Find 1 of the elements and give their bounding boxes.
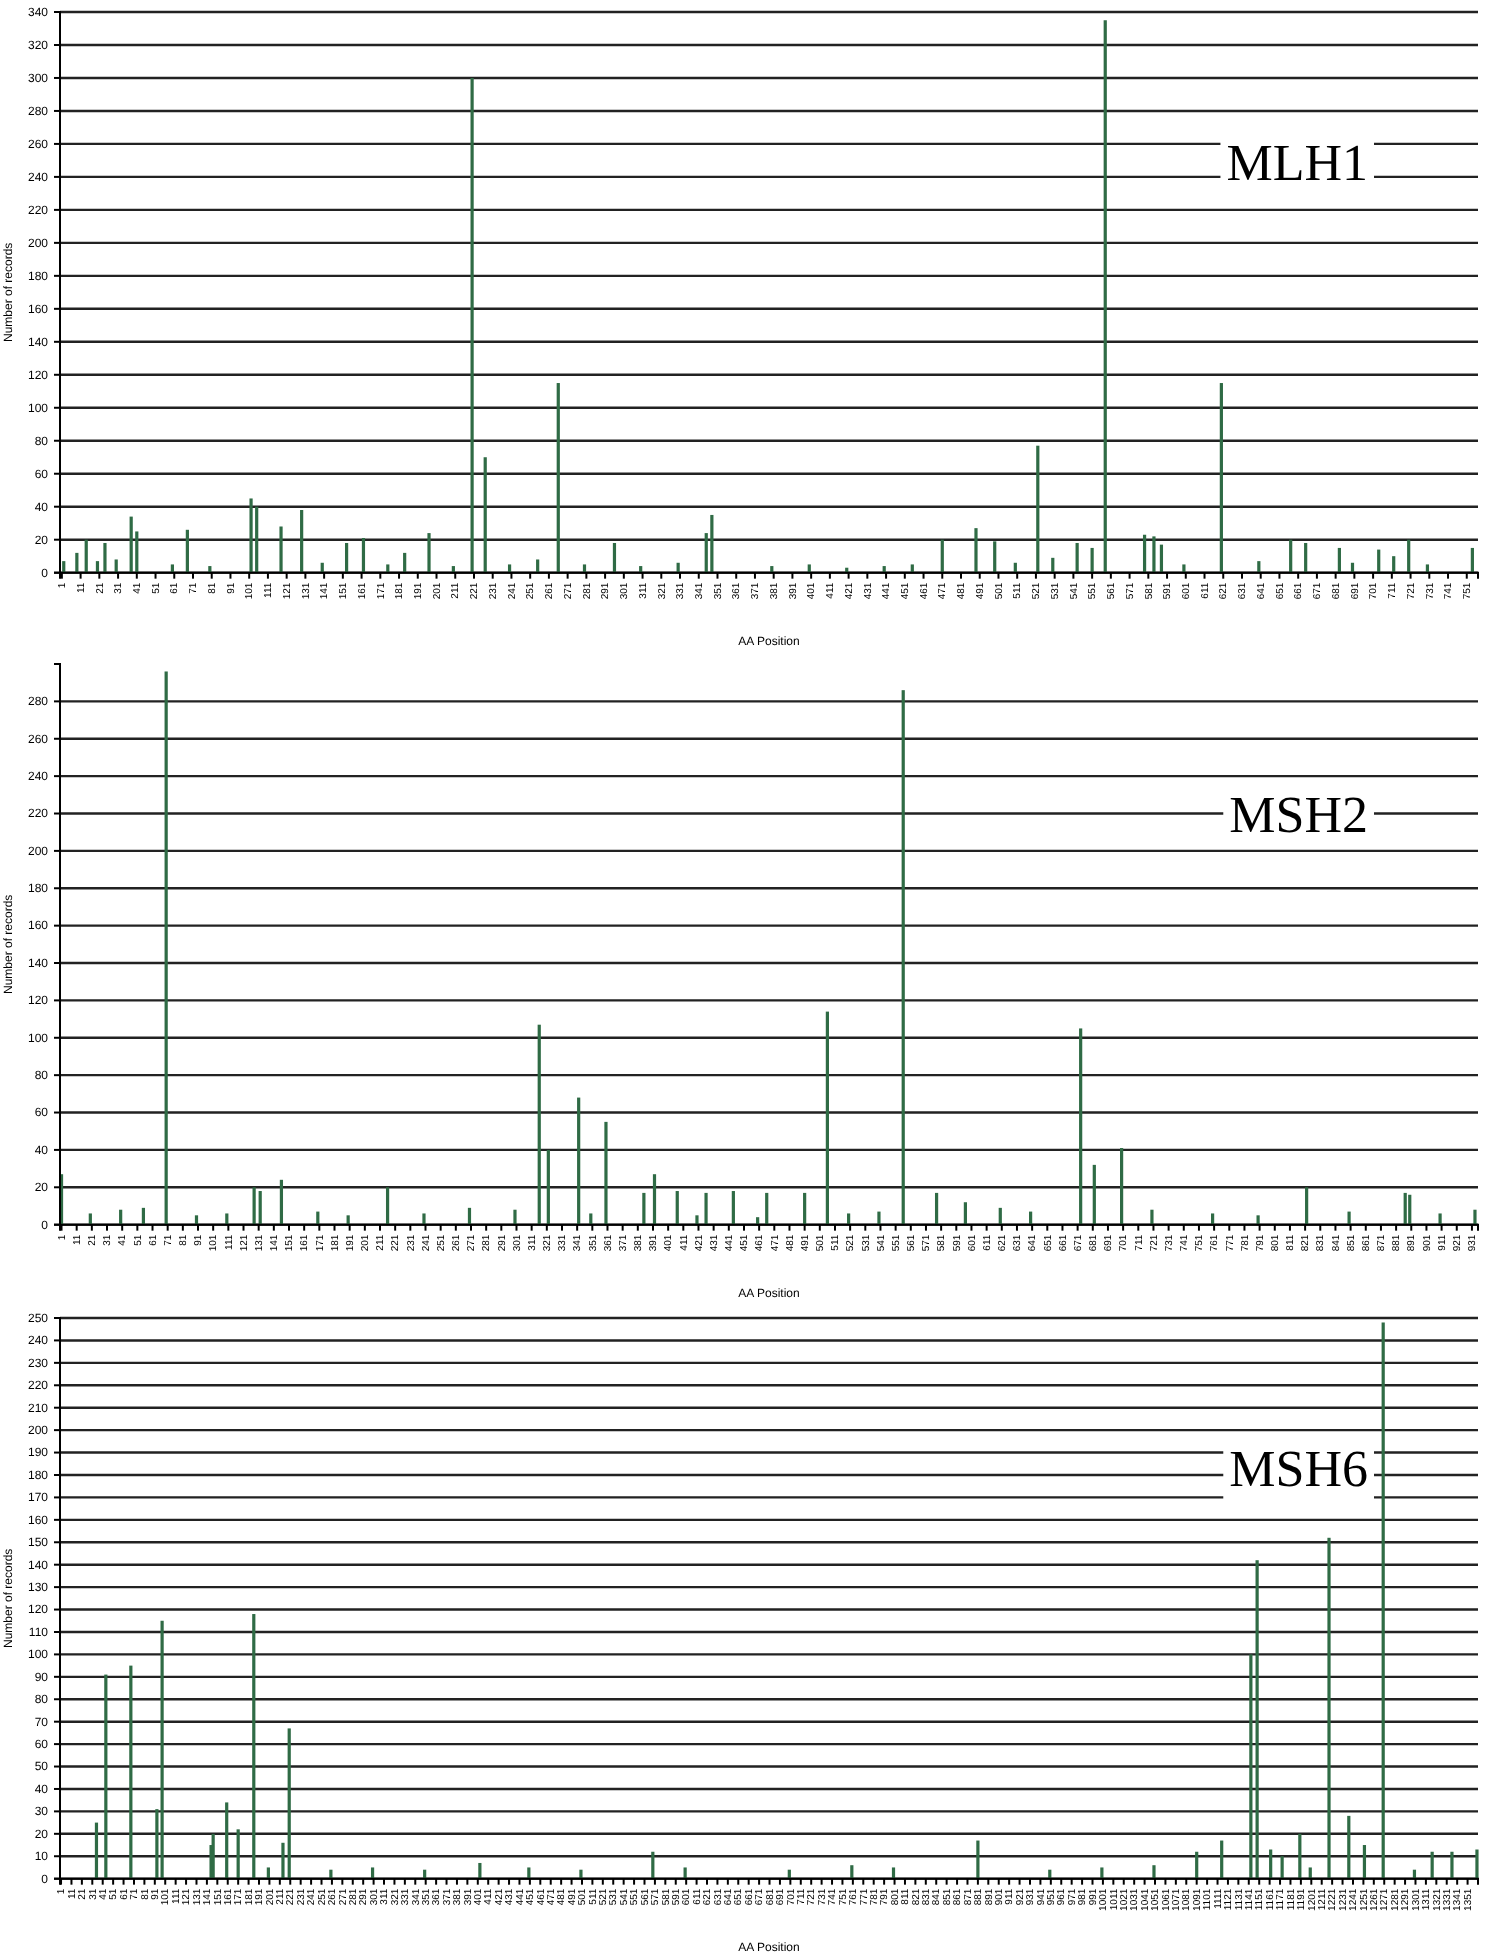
text: MSH2	[1229, 786, 1368, 845]
